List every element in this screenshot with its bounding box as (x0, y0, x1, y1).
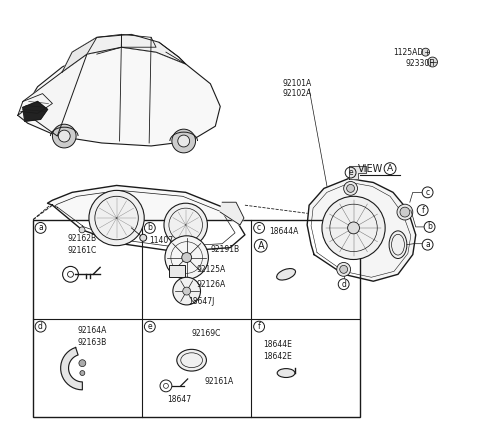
Text: c: c (426, 188, 430, 197)
Circle shape (344, 181, 358, 195)
Text: 92164A
92163B: 92164A 92163B (78, 326, 107, 347)
Circle shape (182, 253, 192, 262)
Polygon shape (18, 54, 87, 136)
Circle shape (397, 204, 413, 220)
Circle shape (421, 48, 430, 56)
Circle shape (428, 57, 437, 67)
Text: 92169C: 92169C (192, 329, 221, 338)
Text: 11407: 11407 (149, 236, 173, 245)
Ellipse shape (277, 369, 295, 378)
Polygon shape (220, 202, 244, 225)
Circle shape (79, 227, 85, 233)
Text: 92101A: 92101A (282, 79, 312, 88)
Text: b: b (427, 222, 432, 231)
Circle shape (178, 135, 190, 147)
Text: 18644A: 18644A (269, 227, 299, 236)
Polygon shape (348, 166, 366, 179)
Text: A: A (387, 164, 393, 173)
Circle shape (52, 124, 76, 148)
Text: 92102A: 92102A (282, 89, 312, 98)
Polygon shape (62, 37, 97, 72)
Polygon shape (48, 185, 245, 252)
Text: 92162B
92161C: 92162B 92161C (68, 234, 97, 255)
Text: A: A (257, 241, 264, 251)
Polygon shape (62, 34, 186, 72)
Circle shape (79, 360, 86, 367)
Circle shape (80, 370, 85, 375)
Text: a: a (425, 240, 430, 249)
Polygon shape (23, 102, 48, 121)
Polygon shape (18, 47, 220, 146)
Polygon shape (60, 348, 83, 390)
Text: 92125A: 92125A (196, 265, 226, 274)
Text: e: e (147, 322, 152, 331)
Text: 1125AD: 1125AD (393, 48, 423, 57)
Circle shape (140, 235, 147, 241)
Circle shape (347, 184, 355, 192)
Text: 92161A: 92161A (204, 378, 234, 386)
Circle shape (337, 262, 350, 276)
Text: 18647J: 18647J (189, 297, 215, 306)
Circle shape (89, 191, 144, 246)
Circle shape (400, 207, 410, 217)
Circle shape (173, 277, 201, 305)
Circle shape (165, 236, 208, 279)
Ellipse shape (389, 231, 407, 259)
Circle shape (164, 203, 207, 247)
Polygon shape (307, 179, 416, 281)
Text: VIEW: VIEW (358, 164, 383, 174)
Text: b: b (147, 224, 152, 232)
Text: 18647: 18647 (167, 395, 191, 404)
Text: 92191B: 92191B (210, 245, 240, 254)
Text: 92330F: 92330F (406, 59, 434, 69)
Text: 18644E
18642E: 18644E 18642E (263, 340, 292, 361)
Bar (169, 265, 185, 277)
Text: d: d (38, 322, 43, 331)
Text: f: f (421, 205, 424, 215)
Ellipse shape (276, 268, 296, 280)
Circle shape (340, 265, 348, 273)
Text: c: c (257, 224, 261, 232)
Circle shape (322, 196, 385, 260)
Text: e: e (348, 168, 353, 177)
Bar (33, 220, 360, 418)
Circle shape (348, 222, 360, 234)
Text: 92126A: 92126A (196, 280, 226, 289)
Circle shape (59, 130, 70, 142)
Text: a: a (38, 224, 43, 232)
Text: d: d (341, 280, 346, 289)
Text: f: f (258, 322, 261, 331)
Circle shape (172, 129, 195, 153)
Circle shape (183, 287, 191, 295)
Ellipse shape (177, 349, 206, 371)
